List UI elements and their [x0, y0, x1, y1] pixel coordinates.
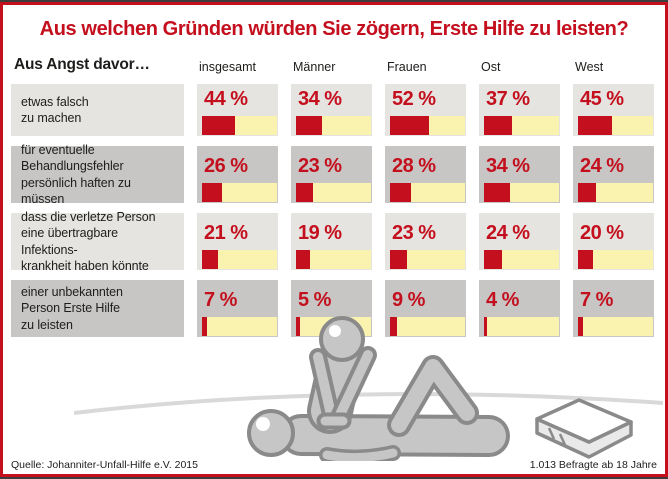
value-label: 21 %: [204, 222, 248, 244]
bar-track: [296, 183, 371, 202]
value-cell: 44 %: [197, 84, 278, 136]
row-label: etwas falsch zu machen: [11, 84, 184, 136]
value-label: 5 %: [298, 289, 331, 311]
bar-fill: [390, 116, 429, 135]
lead-in-label: Aus Angst davor…: [14, 56, 150, 73]
value-cell: 34 %: [479, 146, 560, 203]
value-label: 20 %: [580, 222, 624, 244]
value-label: 44 %: [204, 88, 248, 110]
bar-track: [296, 116, 371, 135]
value-cell: 7 %: [573, 280, 654, 337]
bar-fill: [578, 183, 596, 202]
value-label: 24 %: [486, 222, 530, 244]
bar-track: [484, 116, 559, 135]
value-label: 34 %: [298, 88, 342, 110]
bar-track: [390, 250, 465, 269]
bar-fill: [390, 317, 397, 336]
bar-fill: [578, 250, 593, 269]
bar-track: [202, 317, 277, 336]
value-label: 45 %: [580, 88, 624, 110]
row-label: für eventuelle Behandlungsfehler persönl…: [11, 143, 184, 206]
bar-track: [578, 317, 653, 336]
lying-person-icon: [247, 355, 510, 461]
value-cell: 21 %: [197, 213, 278, 270]
value-label: 24 %: [580, 155, 624, 177]
bar-fill: [296, 317, 300, 336]
cpr-illustration: [73, 316, 663, 461]
value-cell: 45 %: [573, 84, 654, 136]
value-cell: 23 %: [385, 213, 466, 270]
value-label: 23 %: [392, 222, 436, 244]
bar-track: [484, 317, 559, 336]
bar-track: [578, 116, 653, 135]
value-cell: 24 %: [573, 146, 654, 203]
row-label: einer unbekannten Person Erste Hilfe zu …: [11, 280, 184, 337]
bar-track: [296, 250, 371, 269]
value-cell: 34 %: [291, 84, 372, 136]
row-label: dass die verletze Person eine übertragba…: [11, 210, 184, 273]
bar-track: [202, 116, 277, 135]
bar-track: [202, 183, 277, 202]
bar-fill: [484, 116, 512, 135]
value-cell: 52 %: [385, 84, 466, 136]
bar-fill: [484, 183, 510, 202]
value-cell: 28 %: [385, 146, 466, 203]
bar-track: [202, 250, 277, 269]
bar-fill: [202, 183, 222, 202]
bar-fill: [296, 250, 311, 269]
bar-track: [578, 183, 653, 202]
column-header-maenner: Männer: [293, 60, 336, 74]
value-label: 7 %: [580, 289, 613, 311]
value-cell: 26 %: [197, 146, 278, 203]
sample-note: 1.013 Befragte ab 18 Jahre: [529, 459, 657, 471]
value-label: 4 %: [486, 289, 519, 311]
footer: Quelle: Johanniter-Unfall-Hilfe e.V. 201…: [11, 459, 657, 471]
bar-track: [484, 250, 559, 269]
value-cell: 23 %: [291, 146, 372, 203]
value-label: 7 %: [204, 289, 237, 311]
value-cell: 24 %: [479, 213, 560, 270]
data-grid: Aus Angst davor… insgesamt Männer Frauen…: [11, 56, 654, 337]
bar-fill: [390, 250, 408, 269]
bar-fill: [296, 116, 322, 135]
value-cell: 7 %: [197, 280, 278, 337]
bar-fill: [202, 317, 208, 336]
source-note: Quelle: Johanniter-Unfall-Hilfe e.V. 201…: [11, 459, 198, 471]
value-label: 34 %: [486, 155, 530, 177]
column-header-frauen: Frauen: [387, 60, 427, 74]
column-header-ost: Ost: [481, 60, 501, 74]
bar-fill: [578, 317, 584, 336]
first-aid-kit-icon: [535, 398, 633, 459]
column-header-west: West: [575, 60, 604, 74]
bar-track: [484, 183, 559, 202]
bar-track: [390, 317, 465, 336]
value-cell: 19 %: [291, 213, 372, 270]
bar-track: [578, 250, 653, 269]
value-label: 52 %: [392, 88, 436, 110]
bar-fill: [390, 183, 411, 202]
bar-fill: [202, 250, 218, 269]
bar-fill: [578, 116, 612, 135]
value-cell: 37 %: [479, 84, 560, 136]
value-cell: 9 %: [385, 280, 466, 337]
value-label: 19 %: [298, 222, 342, 244]
value-cell: 20 %: [573, 213, 654, 270]
page-title: Aus welchen Gründen würden Sie zögern, E…: [39, 18, 629, 40]
bar-fill: [484, 317, 487, 336]
value-label: 26 %: [204, 155, 248, 177]
bar-track: [390, 116, 465, 135]
bar-track: [390, 183, 465, 202]
value-label: 23 %: [298, 155, 342, 177]
rescuer-icon: [307, 316, 377, 434]
column-header-insgesamt: insgesamt: [199, 60, 256, 74]
bar-fill: [202, 116, 235, 135]
bar-fill: [484, 250, 502, 269]
value-cell: 4 %: [479, 280, 560, 337]
value-label: 37 %: [486, 88, 530, 110]
value-label: 9 %: [392, 289, 425, 311]
bar-fill: [296, 183, 314, 202]
value-label: 28 %: [392, 155, 436, 177]
